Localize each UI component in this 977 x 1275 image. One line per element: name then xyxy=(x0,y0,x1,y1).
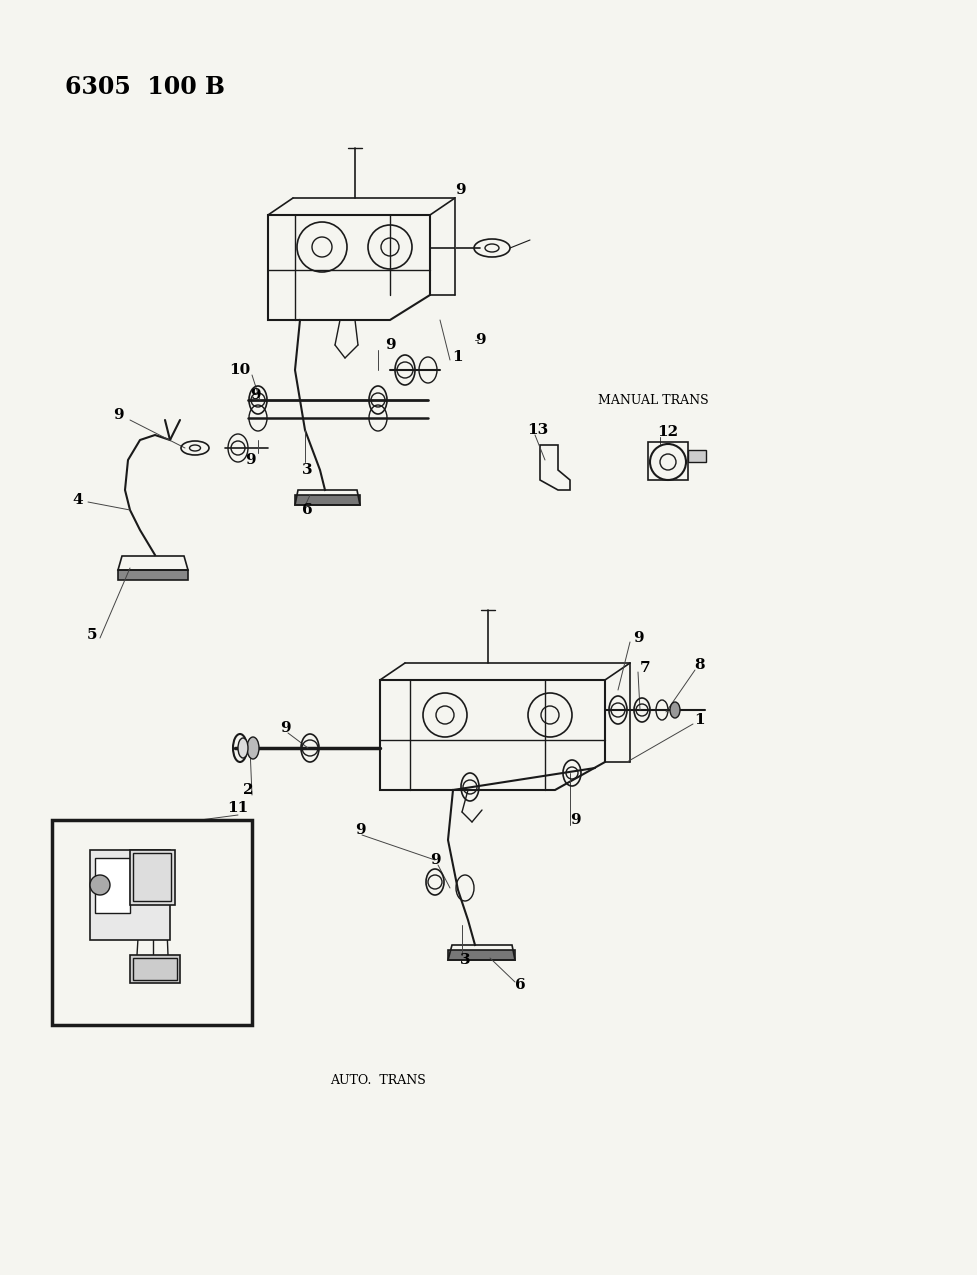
Text: 4: 4 xyxy=(72,493,83,507)
Ellipse shape xyxy=(238,738,248,759)
Text: 11: 11 xyxy=(228,801,248,815)
Text: 9: 9 xyxy=(430,853,441,867)
Text: 9: 9 xyxy=(475,333,486,347)
Text: 9: 9 xyxy=(112,408,123,422)
Bar xyxy=(90,850,170,940)
Text: 1: 1 xyxy=(695,713,705,727)
Text: 6: 6 xyxy=(302,504,313,516)
Text: 3: 3 xyxy=(302,463,313,477)
Text: 6305  100 B: 6305 100 B xyxy=(65,75,225,99)
Polygon shape xyxy=(448,950,515,960)
Bar xyxy=(688,450,706,462)
Text: 9: 9 xyxy=(244,453,255,467)
Bar xyxy=(133,853,171,901)
Text: 9: 9 xyxy=(250,388,260,402)
Text: 8: 8 xyxy=(695,658,705,672)
Text: 12: 12 xyxy=(658,425,679,439)
Ellipse shape xyxy=(670,703,680,718)
Bar xyxy=(648,442,688,479)
Text: 9: 9 xyxy=(385,338,396,352)
Text: MANUAL TRANS: MANUAL TRANS xyxy=(598,394,708,407)
Text: AUTO.  TRANS: AUTO. TRANS xyxy=(330,1074,426,1086)
Text: 6: 6 xyxy=(515,978,526,992)
Text: 9: 9 xyxy=(454,184,465,198)
Ellipse shape xyxy=(247,737,259,759)
Bar xyxy=(52,820,252,1025)
Bar xyxy=(130,955,180,983)
Text: 9: 9 xyxy=(355,822,365,836)
Bar xyxy=(133,958,177,980)
Polygon shape xyxy=(295,495,360,505)
Text: 2: 2 xyxy=(242,783,253,797)
Text: 7: 7 xyxy=(640,660,651,674)
Text: 9: 9 xyxy=(279,720,290,734)
Text: 9: 9 xyxy=(633,631,643,645)
Text: 1: 1 xyxy=(452,351,463,363)
Bar xyxy=(95,858,130,913)
Bar xyxy=(130,850,175,905)
Text: 5: 5 xyxy=(87,629,98,643)
Text: 9: 9 xyxy=(570,813,580,827)
Circle shape xyxy=(90,875,110,895)
Text: 3: 3 xyxy=(460,952,470,966)
Text: 10: 10 xyxy=(230,363,251,377)
Text: 13: 13 xyxy=(528,423,549,437)
Polygon shape xyxy=(118,570,188,580)
